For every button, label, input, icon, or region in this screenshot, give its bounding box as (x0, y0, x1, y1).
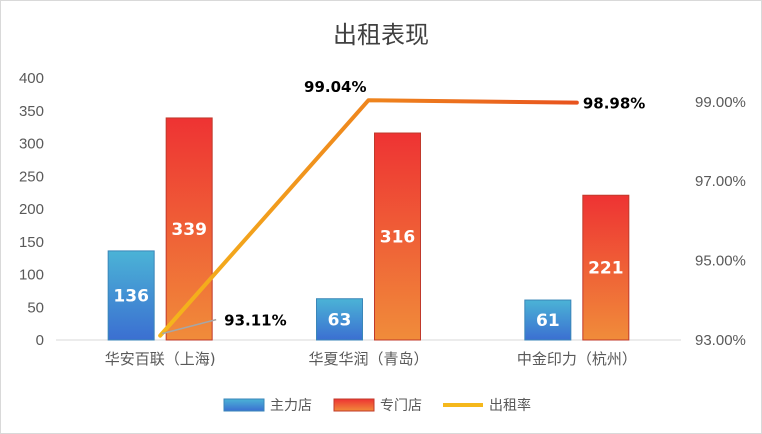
left-tick-label: 0 (36, 332, 44, 349)
bar-specialty-store (374, 132, 421, 341)
right-tick-label: 99.00% (695, 94, 746, 111)
chart-title: 出租表现 (333, 21, 429, 49)
left-tick-label: 350 (19, 103, 44, 120)
rate-label-leader (161, 318, 217, 335)
left-tick-label: 50 (27, 299, 44, 316)
bar-main-store-label: 136 (113, 286, 149, 306)
bar-main-store (524, 299, 572, 341)
category-label: 华夏华润（青岛） (308, 350, 428, 368)
rate-line (158, 98, 579, 338)
left-tick-label: 300 (19, 136, 44, 153)
legend: 主力店 专门店 出租率 (223, 397, 531, 414)
category-label: 中金印力（杭州） (517, 350, 637, 368)
rate-data-label: 99.04% (304, 78, 366, 96)
legend-label-main-store: 主力店 (270, 398, 312, 414)
right-tick-label: 97.00% (695, 173, 746, 190)
rate-data-label: 93.11% (224, 312, 286, 330)
bars-group: 136 339 63 316 61 221 (107, 117, 630, 341)
left-tick-label: 250 (19, 168, 44, 185)
left-tick-label: 100 (19, 267, 44, 284)
left-axis-ticks: 0 50 100 150 200 250 300 350 400 (19, 70, 44, 349)
legend-label-rate: 出租率 (489, 397, 531, 414)
bar-main-store-label: 61 (536, 311, 560, 331)
legend-swatch-main-store (223, 398, 265, 412)
left-tick-label: 150 (19, 234, 44, 251)
category-labels: 华安百联（上海) 华夏华润（青岛） 中金印力（杭州） (105, 350, 637, 368)
rate-line-group: 93.11% 99.04% 98.98% (158, 78, 645, 338)
left-tick-label: 400 (19, 70, 44, 87)
bar-specialty-store (582, 194, 630, 341)
right-tick-label: 93.00% (695, 332, 746, 349)
bar-main-store-label: 63 (328, 310, 352, 330)
bar-specialty-store-label: 221 (588, 259, 624, 279)
bar-specialty-store-label: 339 (171, 220, 207, 240)
legend-label-specialty-store: 专门店 (380, 398, 422, 414)
legend-swatch-specialty-store (333, 398, 375, 412)
left-tick-label: 200 (19, 201, 44, 218)
right-tick-label: 95.00% (695, 253, 746, 270)
bar-main-store (107, 250, 155, 341)
category-label: 华安百联（上海) (105, 350, 216, 368)
bar-specialty-store-label: 316 (380, 228, 416, 248)
right-axis-ticks: 93.00% 95.00% 97.00% 99.00% (695, 94, 746, 349)
bar-main-store (316, 298, 363, 341)
rate-data-label: 98.98% (583, 95, 645, 113)
